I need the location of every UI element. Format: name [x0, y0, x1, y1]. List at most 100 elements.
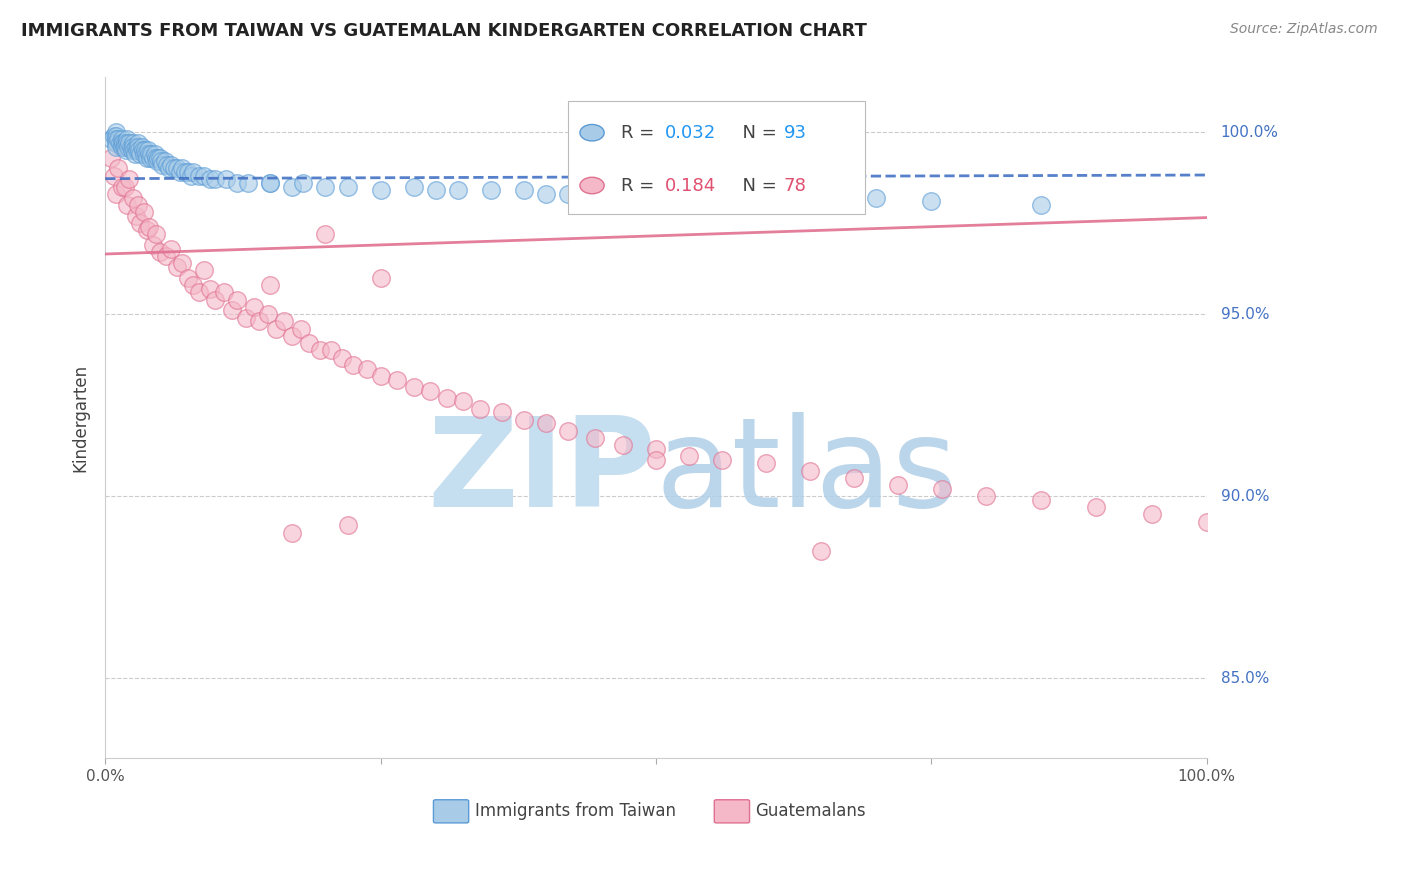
Point — [115, 132, 138, 146]
Text: Immigrants from Taiwan: Immigrants from Taiwan — [475, 802, 676, 821]
Point — [799, 464, 821, 478]
Point — [402, 380, 425, 394]
Point — [127, 143, 149, 157]
Point — [146, 154, 169, 169]
Point — [105, 186, 128, 201]
Point — [447, 183, 470, 197]
Point — [121, 191, 143, 205]
Point — [491, 405, 513, 419]
Point — [127, 139, 149, 153]
Point — [689, 191, 711, 205]
Text: N =: N = — [731, 124, 782, 142]
Point — [281, 179, 304, 194]
Point — [778, 191, 800, 205]
Point — [136, 223, 159, 237]
Point — [121, 136, 143, 150]
Point — [149, 151, 172, 165]
Point — [125, 139, 148, 153]
Point — [103, 128, 125, 143]
Point — [142, 238, 165, 252]
Point — [183, 165, 205, 179]
FancyBboxPatch shape — [433, 800, 468, 823]
Point — [315, 227, 337, 241]
Text: R =: R = — [620, 124, 659, 142]
Point — [281, 525, 304, 540]
Point — [141, 147, 163, 161]
Point — [711, 452, 734, 467]
Point — [436, 391, 458, 405]
Text: 90.0%: 90.0% — [1220, 489, 1270, 504]
Point — [976, 489, 998, 503]
Point — [114, 136, 136, 150]
Point — [298, 336, 321, 351]
Point — [844, 471, 866, 485]
Point — [120, 139, 142, 153]
Point — [1031, 198, 1053, 212]
Point — [330, 351, 353, 365]
Point — [132, 147, 155, 161]
Point — [121, 139, 143, 153]
Text: Guatemalans: Guatemalans — [755, 802, 866, 821]
Point — [342, 358, 364, 372]
Point — [259, 277, 281, 292]
Point — [177, 165, 200, 179]
Point — [623, 186, 645, 201]
Point — [583, 431, 606, 445]
Point — [198, 282, 221, 296]
Point — [187, 285, 209, 300]
Point — [887, 478, 910, 492]
Point — [557, 186, 579, 201]
Point — [645, 442, 668, 456]
Text: 93: 93 — [783, 124, 807, 142]
Point — [336, 179, 359, 194]
Point — [180, 169, 202, 183]
Text: 0.184: 0.184 — [665, 177, 716, 194]
Point — [177, 270, 200, 285]
Point — [193, 263, 215, 277]
Point — [193, 169, 215, 183]
Point — [645, 186, 668, 201]
Point — [166, 260, 188, 274]
Point — [145, 227, 167, 241]
Point — [755, 456, 778, 470]
Point — [226, 293, 249, 307]
Y-axis label: Kindergarten: Kindergarten — [72, 364, 89, 472]
Point — [370, 270, 392, 285]
Point — [931, 482, 953, 496]
Ellipse shape — [579, 125, 605, 141]
Point — [114, 139, 136, 153]
FancyBboxPatch shape — [568, 102, 865, 213]
Text: 85.0%: 85.0% — [1220, 671, 1268, 686]
Text: IMMIGRANTS FROM TAIWAN VS GUATEMALAN KINDERGARTEN CORRELATION CHART: IMMIGRANTS FROM TAIWAN VS GUATEMALAN KIN… — [21, 22, 868, 40]
Point — [319, 343, 342, 358]
Point — [215, 172, 238, 186]
Text: ZIP: ZIP — [427, 412, 657, 533]
Point — [166, 161, 188, 176]
Point — [645, 452, 668, 467]
Point — [129, 216, 152, 230]
Point — [115, 198, 138, 212]
Point — [315, 179, 337, 194]
Point — [534, 417, 557, 431]
Point — [336, 518, 359, 533]
Point — [451, 394, 474, 409]
Point — [755, 191, 778, 205]
Point — [132, 205, 155, 219]
Text: 78: 78 — [783, 177, 807, 194]
Point — [121, 143, 143, 157]
Point — [257, 307, 280, 321]
Point — [114, 179, 136, 194]
Point — [153, 154, 176, 169]
Point — [468, 401, 491, 416]
Point — [212, 285, 235, 300]
Point — [169, 165, 191, 179]
Point — [259, 176, 281, 190]
Point — [115, 136, 138, 150]
Point — [1140, 508, 1163, 522]
Point — [290, 321, 312, 335]
Point — [157, 161, 180, 176]
Point — [134, 143, 156, 157]
Ellipse shape — [579, 178, 605, 194]
Point — [125, 209, 148, 223]
Point — [105, 128, 128, 143]
